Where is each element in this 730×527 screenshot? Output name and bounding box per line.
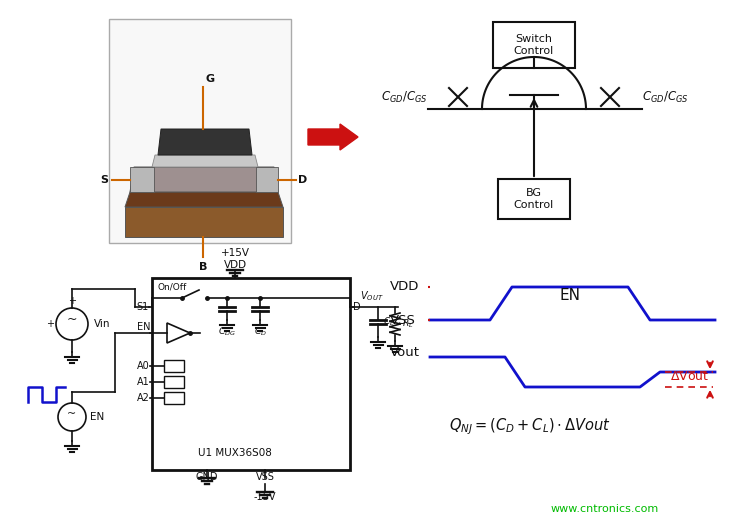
Text: ~: ~ bbox=[67, 409, 77, 419]
Text: $C_{GD}/C_{GS}$: $C_{GD}/C_{GS}$ bbox=[381, 90, 428, 104]
Text: GND: GND bbox=[196, 472, 218, 482]
Text: Vin: Vin bbox=[94, 319, 110, 329]
Polygon shape bbox=[256, 167, 278, 192]
Bar bbox=[152, 278, 350, 470]
Bar bbox=[498, 179, 570, 219]
Polygon shape bbox=[125, 207, 283, 237]
Text: EN: EN bbox=[90, 412, 104, 422]
Text: B: B bbox=[199, 262, 207, 272]
Text: $V_{OUT}$: $V_{OUT}$ bbox=[360, 289, 383, 303]
Text: VDD: VDD bbox=[390, 280, 419, 294]
Polygon shape bbox=[130, 167, 154, 192]
Text: -15V: -15V bbox=[254, 492, 276, 502]
Bar bbox=[493, 22, 575, 68]
FancyBboxPatch shape bbox=[109, 19, 291, 243]
Text: VSS: VSS bbox=[255, 472, 274, 482]
Text: EN: EN bbox=[137, 322, 150, 332]
Text: BG
Control: BG Control bbox=[514, 188, 554, 210]
Text: www.cntronics.com: www.cntronics.com bbox=[551, 504, 659, 514]
Text: Switch
Control: Switch Control bbox=[514, 34, 554, 56]
Text: Vout: Vout bbox=[390, 346, 420, 358]
Text: $C_L$: $C_L$ bbox=[383, 316, 394, 328]
Text: D: D bbox=[353, 302, 361, 312]
Text: +15V: +15V bbox=[220, 248, 250, 258]
Text: EN: EN bbox=[559, 288, 580, 304]
Text: A1: A1 bbox=[137, 377, 150, 387]
Text: S: S bbox=[100, 175, 108, 185]
Text: $C_{DG}$: $C_{DG}$ bbox=[218, 326, 236, 338]
Bar bbox=[164, 376, 184, 388]
Text: VSS: VSS bbox=[390, 314, 416, 327]
Polygon shape bbox=[130, 167, 278, 192]
Text: $\Delta$Vout: $\Delta$Vout bbox=[670, 369, 710, 383]
Text: A2: A2 bbox=[137, 393, 150, 403]
Text: S1: S1 bbox=[137, 302, 149, 312]
FancyArrow shape bbox=[308, 124, 358, 150]
Text: A0: A0 bbox=[137, 361, 150, 371]
Polygon shape bbox=[167, 323, 190, 343]
Polygon shape bbox=[125, 192, 283, 207]
Text: ~: ~ bbox=[66, 313, 77, 326]
Text: +: + bbox=[68, 296, 76, 306]
Text: D: D bbox=[298, 175, 307, 185]
Text: VDD: VDD bbox=[223, 260, 247, 270]
Text: On/Off: On/Off bbox=[157, 283, 186, 292]
Text: $Q_{NJ} = (C_D + C_L) \cdot \Delta Vout$: $Q_{NJ} = (C_D + C_L) \cdot \Delta Vout$ bbox=[449, 417, 611, 437]
Polygon shape bbox=[152, 155, 258, 167]
Bar bbox=[164, 360, 184, 372]
Bar bbox=[164, 392, 184, 404]
Text: U1 MUX36S08: U1 MUX36S08 bbox=[199, 448, 272, 458]
Text: $R_L$: $R_L$ bbox=[402, 318, 413, 330]
Text: $C_{GD}/C_{GS}$: $C_{GD}/C_{GS}$ bbox=[642, 90, 689, 104]
Text: +: + bbox=[46, 319, 54, 329]
Polygon shape bbox=[158, 129, 252, 155]
Text: $C_D$: $C_D$ bbox=[253, 326, 266, 338]
Text: G: G bbox=[205, 74, 214, 84]
